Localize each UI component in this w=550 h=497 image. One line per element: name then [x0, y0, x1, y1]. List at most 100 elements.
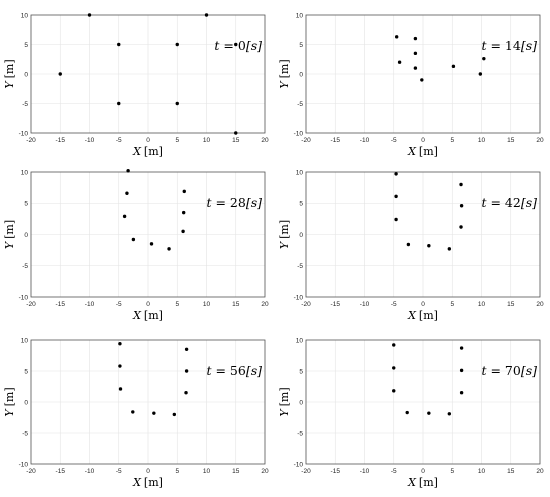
plot-area	[30, 14, 266, 134]
data-point	[184, 391, 188, 395]
x-axis-symbol: X	[132, 145, 142, 158]
data-point	[117, 101, 121, 106]
time-value: 0	[238, 38, 246, 53]
data-point	[392, 366, 396, 370]
data-point	[405, 410, 409, 415]
time-prefix: t =	[481, 195, 504, 210]
data-point	[118, 364, 122, 368]
data-point	[394, 217, 398, 222]
x-tick-label: -10	[85, 301, 95, 308]
data-point	[181, 210, 186, 215]
y-tick-label: -10	[19, 294, 29, 301]
time-value: 28	[230, 195, 246, 210]
y-axis-label: Y[m]	[3, 220, 16, 249]
x-tick-label: 20	[261, 137, 269, 144]
data-point	[459, 368, 464, 373]
x-tick-label: 10	[478, 468, 486, 475]
plot-area	[305, 14, 541, 134]
x-axis-label: X [m]	[407, 476, 438, 489]
y-tick-label: 5	[24, 201, 28, 208]
time-value: 56	[230, 363, 246, 378]
data-point	[459, 346, 464, 350]
data-point	[459, 182, 463, 187]
data-point	[413, 51, 418, 56]
y-tick-label: 10	[296, 12, 304, 19]
y-tick-label: 0	[24, 71, 28, 78]
x-tick-label: -15	[331, 301, 341, 308]
x-tick-label: 0	[421, 468, 425, 475]
x-tick-label: -20	[301, 468, 311, 475]
x-tick-label: 20	[261, 468, 269, 475]
y-tick-label: 5	[24, 368, 28, 375]
plot-area	[30, 339, 266, 465]
y-tick-label: -5	[22, 263, 28, 270]
x-axis-unit: [m]	[144, 476, 163, 489]
x-tick-label: -15	[331, 137, 341, 144]
x-tick-label: 10	[203, 301, 211, 308]
x-axis-unit: [m]	[419, 145, 438, 158]
time-value: 70	[505, 363, 521, 378]
time-value: 14	[505, 38, 521, 53]
time-label: t = 70[s]	[481, 363, 537, 378]
x-axis-label: X [m]	[132, 145, 163, 158]
time-prefix: t =	[206, 363, 229, 378]
data-point	[87, 13, 92, 17]
y-axis-symbol: Y	[3, 240, 16, 249]
x-tick-label: 10	[203, 137, 211, 144]
data-point	[394, 194, 398, 199]
data-point	[172, 412, 177, 417]
y-tick-label: 10	[296, 337, 304, 344]
y-axis-symbol: Y	[3, 80, 16, 89]
data-point	[406, 242, 411, 247]
plot-area	[305, 339, 541, 465]
data-point	[447, 247, 452, 251]
y-axis-symbol: Y	[3, 408, 16, 417]
y-tick-label: 10	[21, 12, 29, 19]
y-tick-label: 10	[21, 337, 29, 344]
x-tick-label: 5	[175, 468, 179, 475]
data-point	[234, 131, 238, 135]
y-axis-symbol: Y	[278, 240, 291, 249]
data-point	[459, 391, 464, 395]
y-tick-label: -10	[294, 461, 304, 468]
data-point	[397, 60, 402, 64]
x-tick-label: -10	[85, 468, 95, 475]
x-tick-label: 15	[232, 468, 240, 475]
data-point	[149, 242, 154, 246]
time-label: t = 56[s]	[206, 363, 262, 378]
data-point	[427, 244, 431, 248]
time-label: t = 42[s]	[481, 195, 537, 210]
x-tick-label: -10	[85, 137, 95, 144]
x-axis-label: X [m]	[132, 476, 163, 489]
y-tick-label: -10	[19, 461, 29, 468]
data-point	[451, 64, 456, 69]
y-tick-label: -10	[294, 294, 304, 301]
data-point	[184, 347, 189, 351]
x-tick-label: -5	[116, 468, 122, 475]
x-axis-unit: [m]	[419, 476, 438, 489]
x-tick-label: 5	[175, 137, 179, 144]
x-axis-symbol: X	[132, 309, 142, 322]
plot-area	[305, 171, 541, 298]
x-tick-label: 20	[536, 468, 544, 475]
y-tick-label: -5	[297, 263, 303, 270]
data-point	[413, 36, 418, 41]
data-point	[459, 204, 464, 208]
y-tick-label: 5	[299, 368, 303, 375]
y-tick-label: 10	[296, 169, 304, 176]
data-point	[447, 412, 452, 416]
data-point	[184, 369, 189, 373]
data-point	[181, 229, 185, 234]
x-tick-label: 10	[478, 301, 486, 308]
y-axis-label: Y[m]	[3, 387, 16, 416]
data-point	[117, 42, 121, 47]
x-tick-label: 0	[146, 301, 150, 308]
x-tick-label: 10	[478, 137, 486, 144]
y-axis-label: Y[m]	[278, 220, 291, 249]
y-axis-label: Y[m]	[278, 387, 291, 416]
data-point	[459, 225, 463, 229]
x-tick-label: 0	[421, 301, 425, 308]
